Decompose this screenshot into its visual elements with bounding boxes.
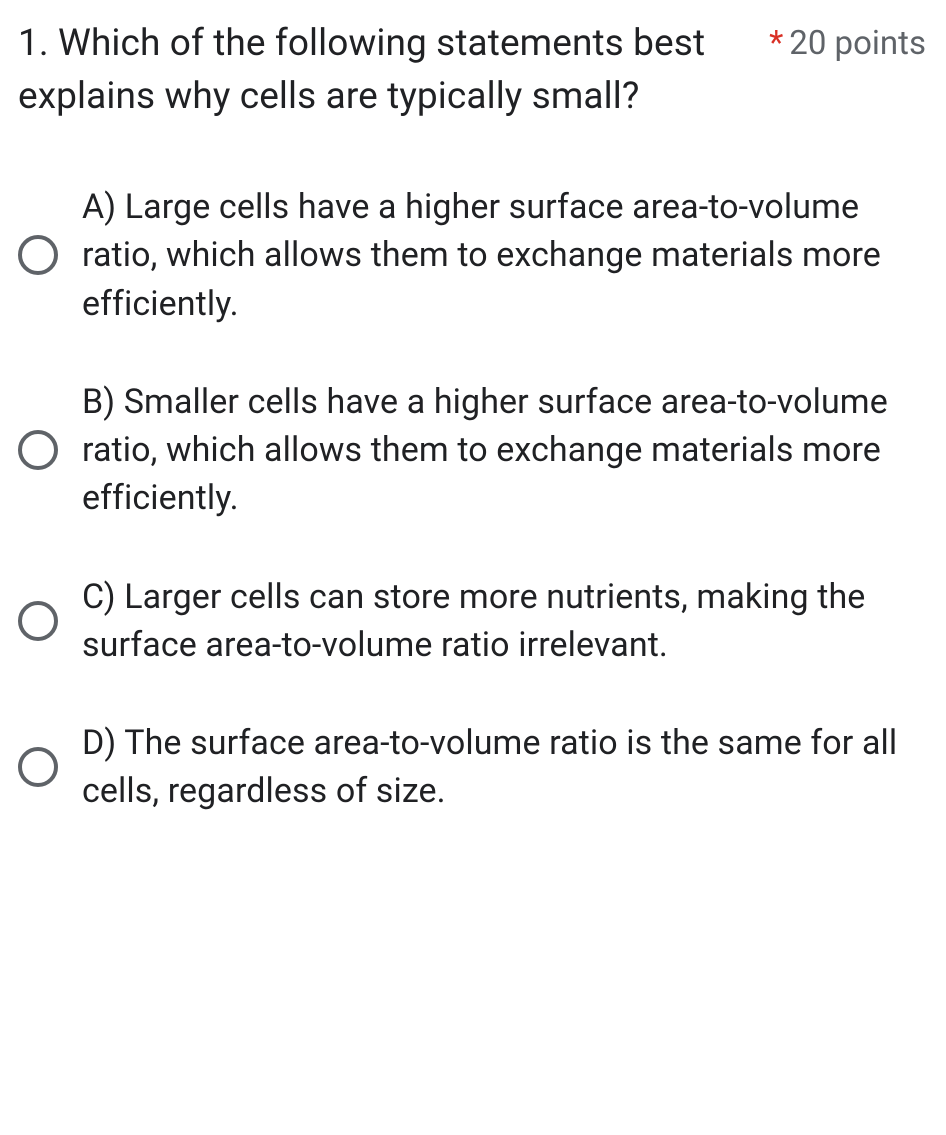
points-wrap: *20 points xyxy=(769,18,926,63)
option-text: B) Smaller cells have a higher surface a… xyxy=(82,378,926,523)
option-b[interactable]: B) Smaller cells have a higher surface a… xyxy=(18,378,926,523)
option-d[interactable]: D) The surface area-to-volume ratio is t… xyxy=(18,719,926,816)
radio-icon xyxy=(18,601,58,641)
radio-icon xyxy=(18,235,58,275)
option-text: C) Larger cells can store more nutrients… xyxy=(82,573,926,670)
points-label: 20 points xyxy=(789,24,926,63)
radio-icon xyxy=(18,430,58,470)
option-text: D) The surface area-to-volume ratio is t… xyxy=(82,719,926,816)
option-c[interactable]: C) Larger cells can store more nutrients… xyxy=(18,573,926,670)
question-text: 1. Which of the following statements bes… xyxy=(18,18,769,123)
option-a[interactable]: A) Large cells have a higher surface are… xyxy=(18,183,926,328)
required-asterisk: * xyxy=(769,24,783,63)
options-list: A) Large cells have a higher surface are… xyxy=(18,183,926,816)
option-text: A) Large cells have a higher surface are… xyxy=(82,183,926,328)
question-header: 1. Which of the following statements bes… xyxy=(18,18,926,123)
radio-icon xyxy=(18,747,58,787)
